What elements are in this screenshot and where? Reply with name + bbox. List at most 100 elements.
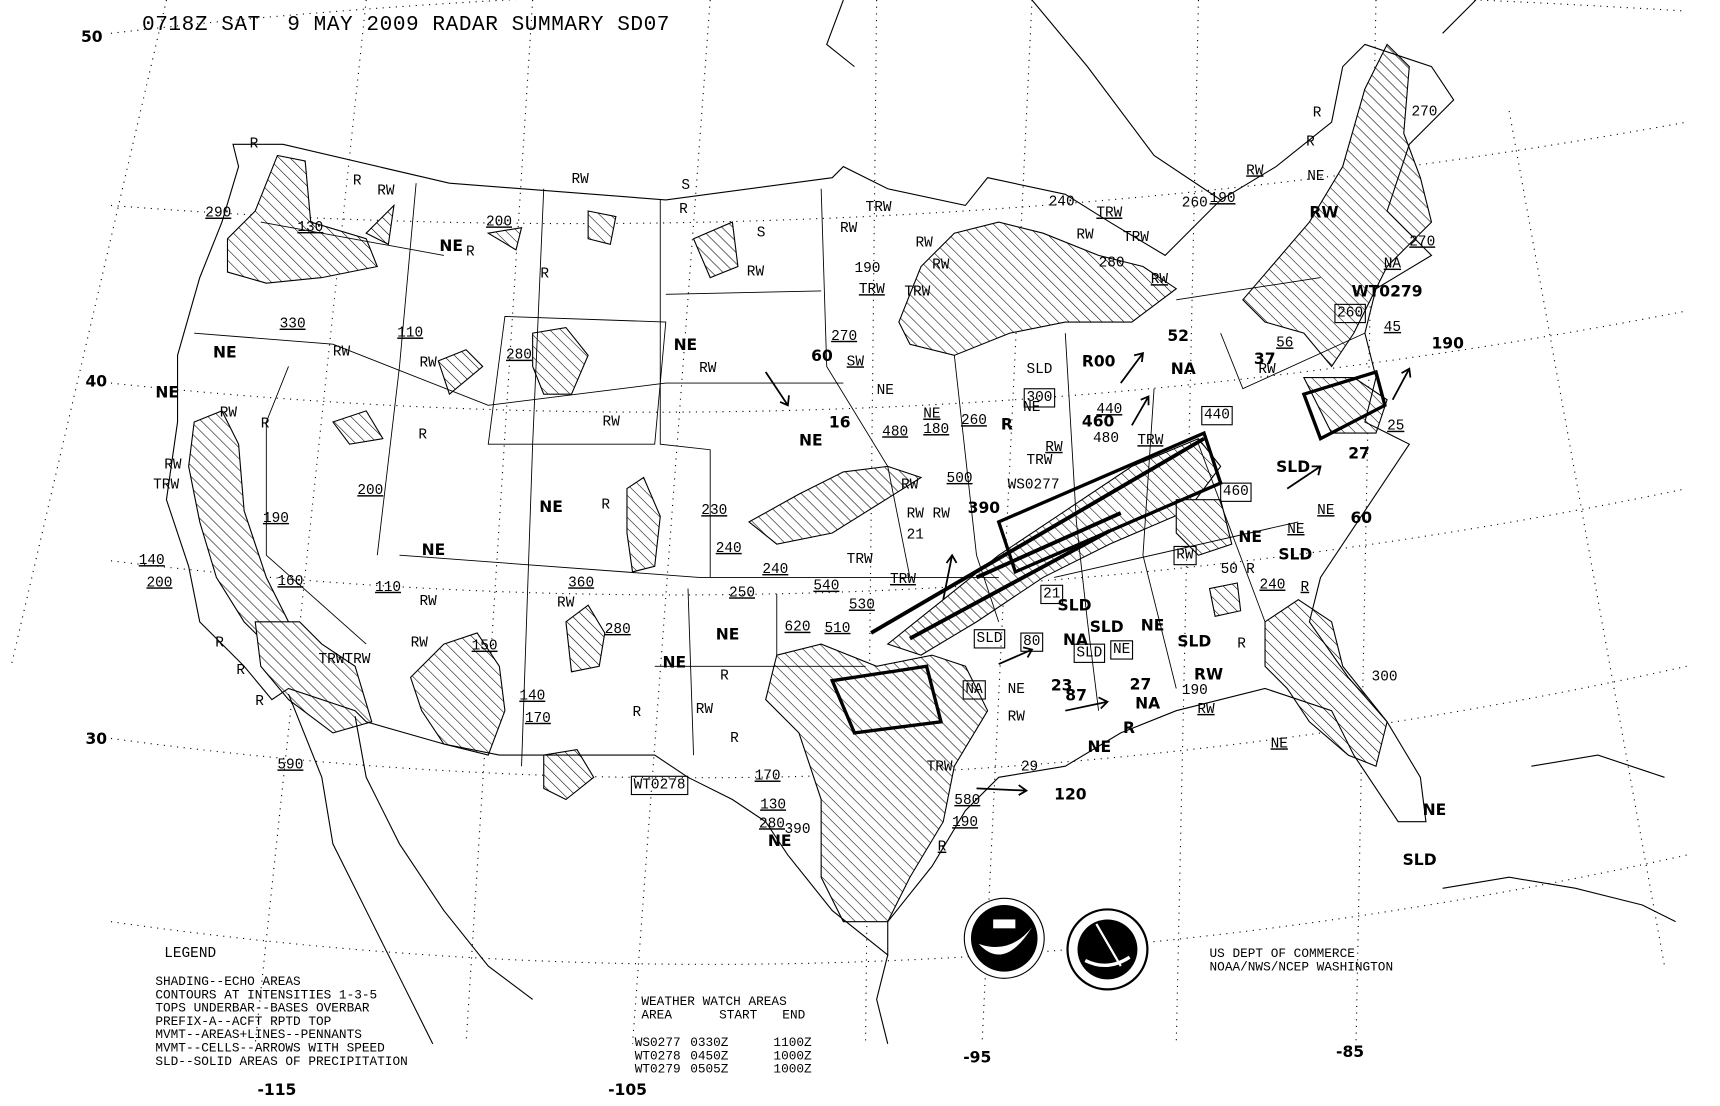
map-label: NE — [674, 336, 698, 354]
map-label: NE — [1008, 682, 1025, 698]
map-label: RW — [901, 478, 919, 494]
echo-area — [1264, 598, 1388, 767]
map-label: RW — [696, 702, 714, 718]
map-label: NE — [155, 384, 179, 402]
echo-top-label: 190 — [952, 815, 978, 831]
map-label: SLD — [1177, 632, 1211, 650]
map-label: 120 — [1054, 786, 1087, 804]
map-label: R — [466, 244, 475, 260]
echo-top-label: 510 — [824, 621, 850, 637]
legend-line: CONTOURS AT INTENSITIES 1-3-5 — [155, 987, 377, 1002]
label-box — [1073, 643, 1106, 663]
map-label: S — [681, 178, 690, 194]
echo-top-label: 330 — [280, 317, 306, 333]
noaa-logo — [963, 897, 1045, 979]
coastlines — [165, 0, 1676, 1045]
map-title: 0718Z SAT 9 MAY 2009 RADAR SUMMARY SD07 — [142, 13, 670, 37]
map-label: R — [353, 173, 362, 189]
map-label: R — [255, 694, 264, 710]
map-label: R — [261, 417, 270, 433]
state-lines — [194, 183, 1366, 767]
legend-line: SHADING--ECHO AREAS — [155, 974, 301, 989]
legend-line: PREFIX-A--ACFT RPTD TOP — [155, 1014, 331, 1029]
map-label: R — [250, 137, 259, 153]
map-label: NE — [1238, 528, 1262, 546]
watch-col-start: START — [719, 1007, 758, 1022]
watch-col-end: END — [782, 1007, 805, 1022]
legend: LEGEND SHADING--ECHO AREAS CONTOURS AT I… — [155, 946, 407, 1069]
map-label: 87 — [1065, 687, 1087, 705]
nws-logo — [1066, 908, 1149, 991]
map-label: NE — [877, 383, 894, 399]
arrow-icon — [1065, 696, 1109, 712]
map-label: NE — [1307, 169, 1324, 185]
echo-top-label: 620 — [785, 620, 811, 636]
map-label: S — [757, 226, 766, 242]
map-label: RW — [1008, 710, 1026, 726]
echo-top-label: TRW — [890, 572, 916, 588]
map-label: NE — [439, 237, 463, 255]
echo-top-label: NE — [1317, 503, 1334, 519]
echo-top-label: 480 — [882, 424, 908, 440]
arrow-icon — [764, 371, 790, 407]
lat-label-30: 30 — [85, 730, 107, 748]
echo-area — [1208, 582, 1242, 617]
map-label: R — [730, 731, 739, 747]
map-label: TRW — [1123, 230, 1149, 246]
map-label: RW — [747, 264, 765, 280]
echo-area — [898, 221, 1178, 356]
legend-line: TOPS UNDERBAR--BASES OVERBAR — [155, 1001, 370, 1016]
map-label: RW — [915, 236, 933, 252]
map-label: R — [215, 635, 224, 651]
label-box — [1023, 388, 1056, 408]
arrow-icon — [1391, 367, 1412, 401]
map-label: R — [1237, 636, 1246, 652]
map-label: R — [1123, 719, 1135, 737]
echo-area — [1302, 376, 1388, 434]
boxed-map-label: 80 — [1023, 634, 1040, 650]
echo-top-label: 280 — [506, 348, 532, 364]
map-label: 260 — [1182, 196, 1208, 212]
echo-top-label: 540 — [813, 579, 839, 595]
boxed-map-label: 260 — [1337, 305, 1363, 321]
echo-top-label: RW — [1197, 702, 1215, 718]
map-label: 60 — [1350, 509, 1372, 527]
map-label: RW — [164, 458, 182, 474]
echo-area — [331, 410, 384, 445]
echo-area — [226, 154, 379, 284]
echo-area — [886, 437, 1222, 656]
map-label: RW — [557, 595, 575, 611]
label-box — [1040, 584, 1064, 605]
echo-areas — [188, 43, 1433, 923]
arrow-icon — [1131, 395, 1150, 426]
arrow-icon — [1120, 351, 1145, 384]
map-label: 190 — [1182, 683, 1208, 699]
map-label: R — [633, 705, 642, 721]
map-label: RW — [1194, 666, 1223, 684]
map-label: RW — [571, 172, 589, 188]
map-label: R — [1306, 134, 1315, 150]
map-label: RW — [932, 258, 950, 274]
map-label: TRWTRW — [318, 652, 370, 668]
map-label: NE — [662, 653, 686, 671]
map-label: RW — [220, 405, 238, 421]
echo-top-label: 160 — [277, 574, 303, 590]
echo-top-label: RW — [1045, 440, 1063, 456]
boxed-map-label: 460 — [1223, 484, 1249, 500]
echo-area — [188, 410, 290, 657]
echo-top-label: 150 — [472, 639, 498, 655]
map-label: R — [1001, 416, 1013, 434]
map-label: 52 — [1167, 327, 1189, 345]
watch-table: WEATHER WATCH AREAS AREA START END WS027… — [635, 994, 812, 1077]
boxed-map-label: 300 — [1026, 390, 1052, 406]
arrow-icon — [1286, 465, 1322, 490]
echo-top-label: 56 — [1276, 335, 1293, 351]
echo-top-label: 590 — [277, 757, 303, 773]
watch-row-end: 1000Z — [773, 1062, 812, 1077]
boxed-map-label: SLD — [1076, 645, 1102, 661]
legend-line: MVMT--CELLS--ARROWS WITH SPEED — [155, 1041, 384, 1056]
map-label: TRW — [904, 284, 930, 300]
echo-top-label: 240 — [716, 541, 742, 557]
map-label: TRW — [927, 760, 953, 776]
watch-row-start: 0505Z — [690, 1062, 729, 1077]
